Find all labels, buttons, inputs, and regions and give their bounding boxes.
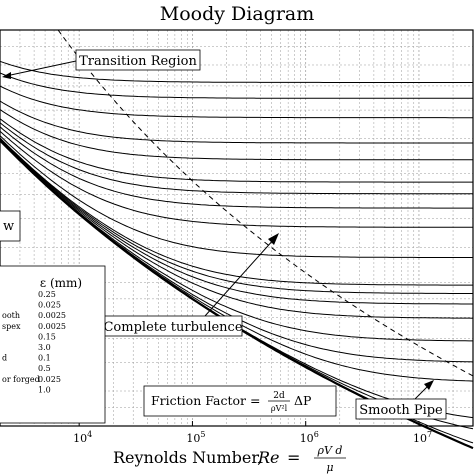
- chart-title: Moody Diagram: [160, 3, 315, 25]
- roughness-curve: [0, 72, 473, 99]
- x-axis-label-var: Re: [257, 448, 280, 467]
- roughness-curve: [0, 139, 474, 319]
- roughness-curve: [0, 135, 473, 258]
- roughness-curve: [0, 139, 473, 342]
- x-axis-label-eq: =: [287, 448, 300, 467]
- friction-factor-formula: Friction Factor = 2d ρV²l ΔP: [143, 385, 337, 417]
- formula-right: ΔP: [294, 393, 311, 408]
- legend-value: 0.25: [38, 290, 56, 299]
- transition-line: [57, 29, 474, 378]
- formula-left: Friction Factor =: [151, 393, 260, 408]
- smooth-pipe-annotation: Smooth Pipe: [355, 380, 447, 420]
- smooth-pipe-label: Smooth Pipe: [359, 403, 443, 418]
- roughness-curve: [0, 85, 473, 119]
- legend-value: 0.0025: [38, 322, 66, 331]
- transition-annotation: Transition Region: [2, 49, 201, 79]
- x-axis-label: Reynolds Number, Re = ρV d μ: [113, 444, 346, 474]
- legend-value: 0.0025: [38, 311, 66, 320]
- legend-material: or forged: [2, 375, 40, 384]
- laminar-label: w: [3, 219, 14, 234]
- legend-material: ooth: [2, 311, 20, 320]
- roughness-curve: [0, 60, 473, 83]
- transition-label: Transition Region: [79, 54, 197, 69]
- roughness-curve: [0, 138, 473, 305]
- legend-value: 0.1: [38, 354, 51, 363]
- roughness-curve: [0, 100, 473, 144]
- roughness-curve: [0, 138, 473, 294]
- legend: ε (mm) 0.250.0250.00250.00250.153.00.10.…: [0, 265, 106, 424]
- x-tick-label: 107: [413, 430, 432, 445]
- laminar-label-box: w: [0, 210, 21, 242]
- legend-value: 0.15: [38, 332, 56, 341]
- roughness-curve: [0, 126, 473, 209]
- formula-numerator: 2d: [273, 391, 285, 401]
- legend-value: 0.025: [38, 375, 61, 384]
- formula-denominator: ρV²l: [271, 404, 288, 413]
- x-axis-label-text: Reynolds Number,: [113, 448, 262, 467]
- x-tick-label: 104: [73, 430, 92, 445]
- roughness-curve: [0, 122, 473, 195]
- legend-value: 3.0: [38, 343, 51, 352]
- roughness-curve: [0, 118, 473, 183]
- legend-material: d: [2, 354, 7, 363]
- legend-value: 0.025: [38, 301, 61, 310]
- complete-turbulence-annotation: Complete turbulence: [103, 233, 279, 337]
- x-tick-label: 106: [300, 430, 319, 445]
- plot-frame: [0, 29, 474, 427]
- x-axis-label-denominator: μ: [326, 461, 333, 474]
- legend-header: ε (mm): [40, 276, 82, 290]
- complete-turbulence-label: Complete turbulence: [103, 320, 242, 335]
- roughness-curve: [0, 109, 473, 161]
- legend-value: 0.5: [38, 364, 51, 373]
- x-axis-label-numerator: ρV d: [317, 444, 343, 457]
- x-tick-label: 105: [186, 430, 205, 445]
- roughness-curve: [0, 130, 473, 228]
- x-axis-ticks: 104 105 106 107: [73, 421, 432, 445]
- legend-material: spex: [2, 322, 21, 331]
- roughness-curve: [0, 137, 473, 286]
- legend-value: 1.0: [38, 385, 51, 394]
